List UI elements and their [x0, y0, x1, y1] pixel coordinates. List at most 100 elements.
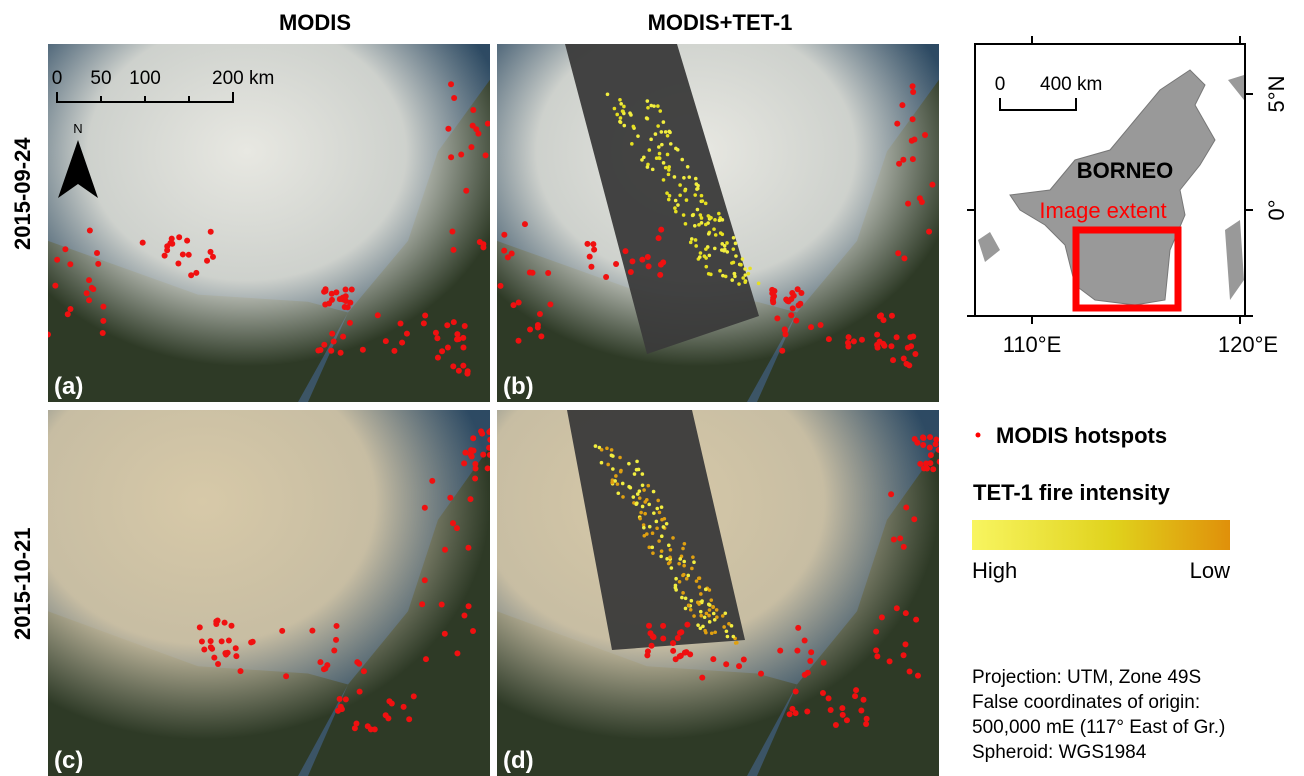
- tet-fire: [700, 599, 704, 603]
- hotspot: [899, 102, 905, 108]
- satellite-panel: (d): [497, 410, 943, 776]
- hotspot: [462, 450, 468, 456]
- hotspot: [451, 319, 457, 325]
- tet-fire: [600, 448, 604, 452]
- tet-fire: [713, 630, 717, 634]
- tet-fire: [618, 98, 622, 102]
- tet-fire: [619, 469, 623, 473]
- hotspot: [905, 345, 911, 351]
- tet-fire: [611, 467, 615, 471]
- hotspot: [879, 614, 885, 620]
- tet-fire: [610, 448, 614, 452]
- hotspot: [448, 81, 454, 87]
- hotspot: [338, 350, 344, 356]
- tet-fire: [718, 219, 722, 223]
- hotspot: [622, 248, 628, 254]
- tet-fire: [685, 198, 689, 202]
- hotspot: [660, 623, 666, 629]
- column-title: MODIS+TET-1: [648, 10, 793, 35]
- hotspot: [175, 260, 181, 266]
- tet-fire: [720, 242, 724, 246]
- hotspot: [250, 639, 256, 645]
- hotspot: [873, 629, 879, 635]
- note: 500,000 mE (117° East of Gr.): [972, 717, 1225, 738]
- tet-fire: [660, 130, 664, 134]
- tet-fire: [673, 206, 677, 210]
- hotspot: [547, 301, 553, 307]
- hotspot: [858, 708, 864, 714]
- tet-fire: [655, 526, 659, 530]
- hotspot: [863, 721, 869, 727]
- tet-fire: [739, 263, 743, 267]
- hotspot: [186, 252, 192, 258]
- hotspot: [651, 634, 657, 640]
- hotspot: [461, 460, 467, 466]
- tet-fire: [725, 629, 729, 633]
- hotspot: [910, 156, 916, 162]
- tet-fire: [732, 635, 736, 639]
- hotspot: [322, 666, 328, 672]
- tet-fire: [704, 247, 708, 251]
- hotspot: [84, 290, 90, 296]
- hotspot: [535, 325, 541, 331]
- hotspot: [283, 673, 289, 679]
- tet-fire: [646, 106, 650, 110]
- tet-fire: [618, 456, 622, 460]
- hotspot: [487, 452, 493, 458]
- hotspot: [864, 716, 870, 722]
- note: Projection: UTM, Zone 49S: [972, 667, 1201, 688]
- hotspot: [463, 188, 469, 194]
- hotspot: [167, 240, 173, 246]
- hotspot: [468, 144, 474, 150]
- hotspot: [645, 648, 651, 654]
- hotspot: [646, 263, 652, 269]
- hotspot: [423, 656, 429, 662]
- tet-fire: [676, 148, 680, 152]
- hotspot: [527, 326, 533, 332]
- tet-fire: [648, 148, 652, 152]
- hotspot: [924, 466, 930, 472]
- tet-fire: [656, 124, 660, 128]
- hotspot: [788, 312, 794, 318]
- hotspot: [461, 613, 467, 619]
- hotspot: [451, 95, 457, 101]
- hotspot: [188, 272, 194, 278]
- tet-fire: [670, 566, 674, 570]
- hotspot: [361, 668, 367, 674]
- tet-fire: [723, 611, 727, 615]
- row-label: 2015-10-21: [10, 527, 35, 640]
- tet-fire: [655, 507, 659, 511]
- hotspot: [470, 435, 476, 441]
- hotspot: [385, 715, 391, 721]
- hotspot: [779, 348, 785, 354]
- tet-fire: [641, 505, 645, 509]
- tet-fire: [718, 269, 722, 273]
- tet-fire: [615, 113, 619, 117]
- hotspot: [343, 696, 349, 702]
- tet-fire: [713, 247, 717, 251]
- hotspot: [228, 623, 234, 629]
- tet-fire: [696, 623, 700, 627]
- tet-fire: [669, 142, 673, 146]
- tet-fire: [730, 624, 734, 628]
- lat-label: 0°: [1264, 199, 1289, 220]
- island-label: BORNEO: [1077, 158, 1174, 183]
- tet-fire: [673, 175, 677, 179]
- panels: (a)(b)(c)(d): [45, 44, 943, 776]
- hotspot: [926, 229, 932, 235]
- inset-scale-label: 400 km: [1040, 74, 1102, 95]
- tet-fire: [638, 517, 642, 521]
- hotspot: [798, 290, 804, 296]
- tet-fire: [667, 543, 671, 547]
- tet-fire: [663, 517, 667, 521]
- hotspot: [894, 334, 900, 340]
- hotspot: [360, 347, 366, 353]
- hotspot: [434, 335, 440, 341]
- hotspot: [470, 107, 476, 113]
- tet-fire: [732, 247, 736, 251]
- hotspot: [833, 722, 839, 728]
- hotspot: [922, 132, 928, 138]
- hotspot: [903, 504, 909, 510]
- tet-fire: [674, 577, 678, 581]
- hotspot: [646, 623, 652, 629]
